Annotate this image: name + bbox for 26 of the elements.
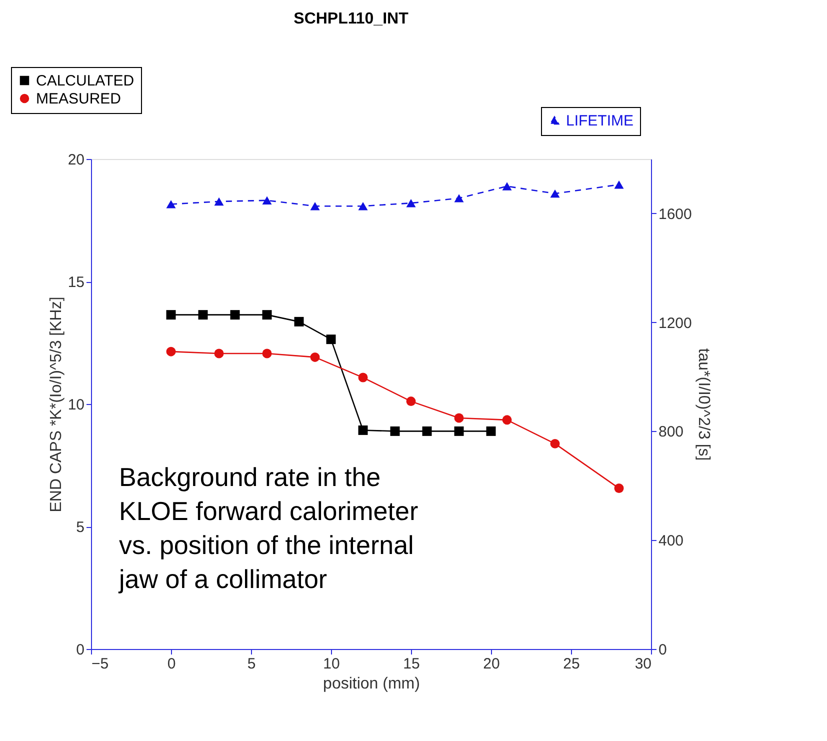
- y2-tick-label: 800: [658, 424, 684, 441]
- x-tick-label: 15: [403, 656, 420, 672]
- annotation: Background rate in the KLOE forward calorimeter vs. position of the internal jaw of a collimator: [118, 462, 418, 594]
- x-tick-label: −5: [92, 656, 109, 672]
- chart-title: SCHPL110_INT: [294, 10, 409, 28]
- y2-tick-label: 0: [658, 642, 667, 658]
- x-tick-label: 25: [563, 656, 580, 672]
- y-tick-label: 15: [68, 274, 84, 291]
- y2-tick-label: 400: [658, 532, 684, 550]
- y2-tick-label: 1600: [658, 206, 692, 223]
- legend-label: MEASURED: [36, 90, 122, 108]
- x-axis-title: position (mm): [323, 676, 420, 692]
- y-tick-label: 10: [68, 396, 84, 414]
- x-tick-label: 5: [247, 656, 256, 672]
- y-tick-label: 0: [76, 642, 84, 658]
- x-tick-label: 0: [167, 656, 176, 672]
- y2-axis-title: tau*(I/I0)^2/3 [s]: [694, 348, 712, 461]
- x-tick-label: 20: [483, 656, 500, 672]
- legend-label: CALCULATED: [36, 72, 134, 90]
- x-tick-label: 10: [323, 656, 340, 672]
- y-tick-label: 20: [68, 152, 84, 168]
- x-tick-label: 30: [634, 656, 652, 672]
- y-axis-title: END CAPS *K*(Io/I)^5/3 [KHz]: [48, 296, 65, 512]
- legend-label: LIFETIME: [566, 112, 634, 130]
- y2-tick-label: 1200: [658, 314, 692, 332]
- y-tick-label: 5: [76, 519, 84, 536]
